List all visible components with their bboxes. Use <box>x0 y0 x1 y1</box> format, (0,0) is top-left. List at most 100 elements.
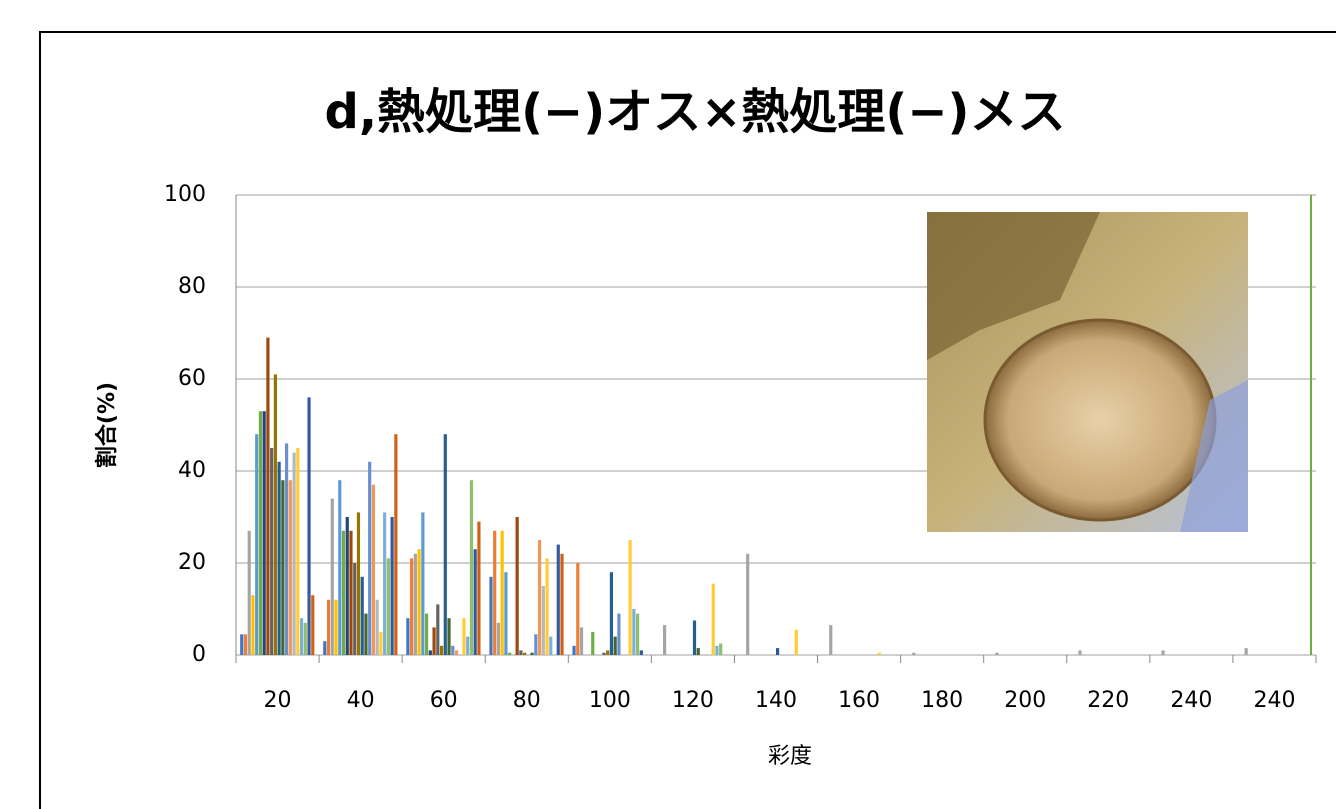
bar <box>263 411 266 655</box>
bar <box>259 411 262 655</box>
bar <box>516 517 519 655</box>
bar <box>504 572 507 655</box>
bar <box>331 499 334 655</box>
y-tick-label: 20 <box>178 550 206 575</box>
bar <box>376 600 379 655</box>
x-tick-label: 60 <box>430 688 458 713</box>
y-tick-label: 80 <box>178 274 206 299</box>
bar <box>602 653 605 655</box>
bar <box>538 540 541 655</box>
bar <box>576 563 579 655</box>
bar <box>477 522 480 655</box>
chart-title: d,熱処理(−)オス×熱処理(−)メス <box>324 84 1065 140</box>
bar <box>425 614 428 655</box>
bar <box>251 595 254 655</box>
x-tick-label: 80 <box>513 688 541 713</box>
x-tick-label: 100 <box>589 688 631 713</box>
bar <box>531 653 534 655</box>
bar <box>1245 648 1248 655</box>
bar <box>542 586 545 655</box>
bar <box>534 634 537 655</box>
bar <box>912 653 915 655</box>
x-axis-title: 彩度 <box>768 744 812 769</box>
bar <box>493 531 496 655</box>
bar <box>240 634 243 655</box>
bar <box>379 632 382 655</box>
bar <box>572 646 575 655</box>
bar <box>353 563 356 655</box>
bar <box>632 609 635 655</box>
bar <box>307 397 310 655</box>
bar <box>418 549 421 655</box>
bar <box>549 637 552 655</box>
x-tick-label: 240 <box>1170 688 1212 713</box>
bar <box>394 434 397 655</box>
bar <box>663 625 666 655</box>
bar <box>255 434 258 655</box>
bar <box>432 627 435 655</box>
x-tick-label: 200 <box>1004 688 1046 713</box>
y-axis-title: 割合(%) <box>94 382 120 468</box>
x-tick-label: 160 <box>838 688 880 713</box>
bar <box>719 644 722 656</box>
bar <box>610 572 613 655</box>
bar <box>421 512 424 655</box>
bar <box>436 604 439 655</box>
bar <box>519 650 522 655</box>
bar <box>591 632 594 655</box>
bar <box>795 630 798 655</box>
bar <box>266 338 269 655</box>
bar <box>372 485 375 655</box>
bar <box>501 531 504 655</box>
bar <box>300 618 303 655</box>
bar <box>636 614 639 655</box>
bar <box>712 584 715 655</box>
bar <box>829 625 832 655</box>
bar <box>447 618 450 655</box>
bar <box>248 531 251 655</box>
x-tick-label: 220 <box>1087 688 1129 713</box>
bar <box>560 554 563 655</box>
bar <box>693 621 696 656</box>
x-tick-label: 240 <box>1253 688 1295 713</box>
bar <box>410 558 413 655</box>
bar <box>406 618 409 655</box>
bar <box>368 462 371 655</box>
bar <box>311 595 314 655</box>
bar <box>270 448 273 655</box>
bar <box>278 462 281 655</box>
bar <box>444 434 447 655</box>
bar <box>364 614 367 655</box>
bar <box>281 480 284 655</box>
bar <box>327 600 330 655</box>
bar <box>715 646 718 655</box>
y-tick-label: 0 <box>192 642 206 667</box>
bar <box>323 641 326 655</box>
chart: d,熱処理(−)オス×熱処理(−)メス 彩度 割合(%) 0 20 40 60 80 10… <box>0 0 1336 809</box>
bar <box>414 554 417 655</box>
bar <box>440 646 443 655</box>
x-tick-label: 180 <box>921 688 963 713</box>
bar <box>489 577 492 655</box>
bar <box>462 618 465 655</box>
bar <box>746 554 749 655</box>
bar <box>387 558 390 655</box>
x-tick-label: 40 <box>347 688 375 713</box>
bar <box>334 600 337 655</box>
bar <box>274 374 277 655</box>
bar <box>304 623 307 655</box>
bar <box>342 531 345 655</box>
bar <box>523 653 526 655</box>
bar <box>429 650 432 655</box>
y-tick-label: 100 <box>164 182 206 207</box>
x-tick-label: 140 <box>755 688 797 713</box>
bar <box>497 623 500 655</box>
photo-inset <box>927 212 1248 532</box>
bar <box>508 653 511 655</box>
bar <box>640 650 643 655</box>
bar <box>285 443 288 655</box>
bar <box>357 512 360 655</box>
bar <box>545 558 548 655</box>
bar <box>580 627 583 655</box>
bar <box>455 650 458 655</box>
